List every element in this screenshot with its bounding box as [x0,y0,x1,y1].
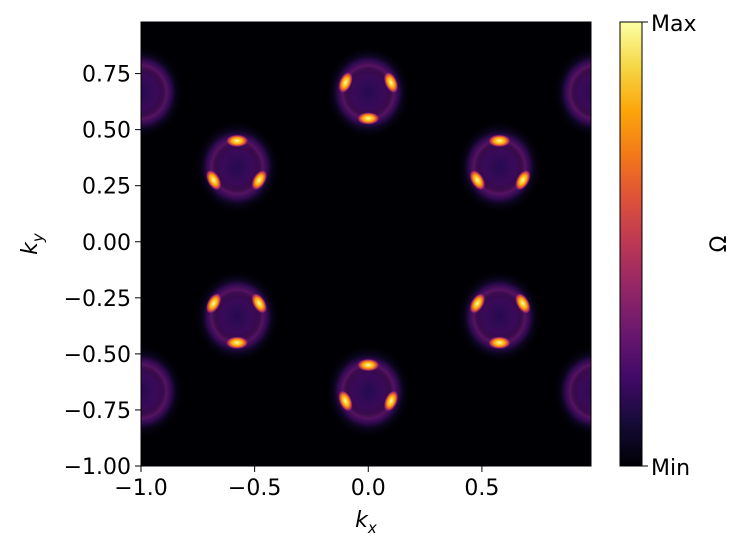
hotspot-lobe [205,169,222,191]
hotspot-lobe [488,336,511,350]
hotspot-cluster [193,269,281,364]
heatmap-layer [141,45,591,439]
cluster-ring [559,353,591,430]
plot-frame [140,21,592,467]
hotspot-lobe [488,134,511,148]
hotspot-cluster [141,344,185,439]
y-tick-label: −1.00 [64,455,131,480]
plot-area [140,21,592,467]
cluster-ring [141,353,178,430]
x-tick-label: 0.0 [351,476,386,501]
hotspot-cluster [193,119,281,215]
y-axis-ticks: −1.00 −0.75 −0.50 −0.25 0.00 0.25 0.50 0.75 [64,63,141,480]
hotspot-lobe [338,71,353,94]
hotspot-lobe [205,292,222,314]
hotspot-lobe [469,169,486,191]
colorbar-min-label: Min [651,456,690,481]
y-tick-label: −0.75 [64,399,131,424]
hotspot-lobe [251,293,268,314]
hotspot-lobe [356,358,380,372]
y-axis-label: ky [18,232,47,255]
hotspot-lobe [356,112,380,125]
cluster-ring [559,54,591,131]
x-tick-label: −0.5 [228,476,281,501]
hotspot-lobe [225,134,249,148]
hotspot-lobe [251,169,268,191]
hotspot-lobe [383,71,399,94]
y-tick-label: −0.25 [64,287,131,312]
y-tick-label: 0.75 [82,63,131,88]
y-tick-label: 0.00 [82,231,131,256]
x-axis-label: kx [355,508,377,537]
x-axis-ticks: −1.0 −0.5 0.0 0.5 [114,466,499,501]
hotspot-cluster [552,45,591,140]
y-tick-label: −0.50 [64,343,131,368]
hotspot-lobe [225,336,249,350]
colorbar-max-label: Max [651,12,696,37]
hotspot-lobe [383,390,399,412]
y-tick-label: 0.50 [82,119,131,144]
hotspot-lobe [338,390,353,412]
hotspot-cluster [325,344,412,439]
hotspot-cluster [456,269,543,364]
hotspot-cluster [456,119,543,215]
x-tick-label: −1.0 [114,476,167,501]
cluster-ring [141,54,178,131]
hotspot-cluster [552,344,591,439]
y-tick-label: 0.25 [82,175,131,200]
hotspot-lobe [469,293,486,314]
hotspot-cluster [141,45,185,140]
hotspot-lobe [515,169,531,191]
colorbar-gradient [619,21,643,467]
colorbar: Max Min Ω [619,12,732,481]
hotspot-cluster [325,45,412,140]
colorbar-title: Ω [707,236,732,253]
x-tick-label: 0.5 [464,476,499,501]
hotspot-lobe [515,293,531,314]
